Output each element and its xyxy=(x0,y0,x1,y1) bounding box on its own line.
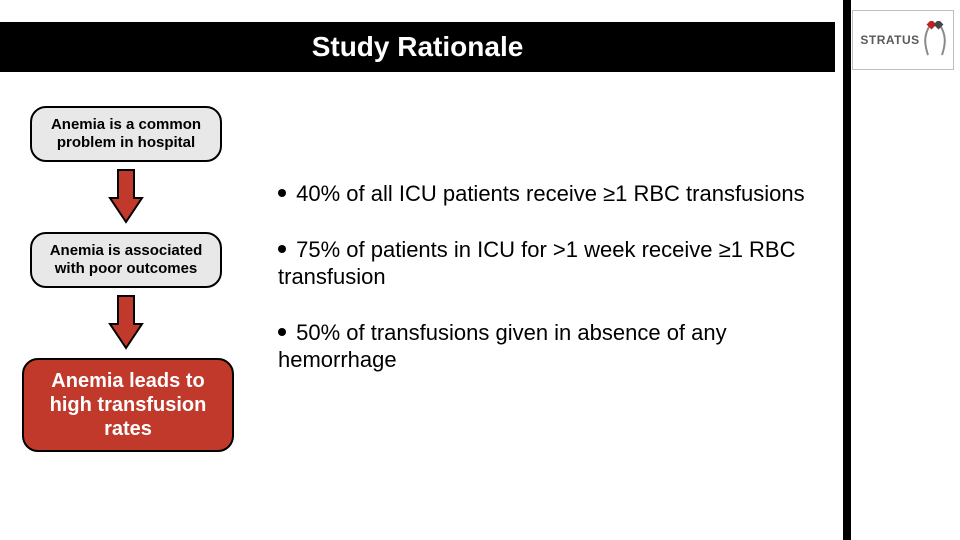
flow-node-label: Anemia is a common problem in hospital xyxy=(42,116,210,152)
bullet-item: 40% of all ICU patients receive ≥1 RBC t… xyxy=(278,180,828,208)
right-vertical-stripe xyxy=(843,0,851,540)
logo-mark-icon xyxy=(924,21,946,59)
bullet-dot-icon xyxy=(278,245,286,253)
flow-node-anemia-transfusion: Anemia leads to high transfusion rates xyxy=(22,358,234,452)
bullet-list: 40% of all ICU patients receive ≥1 RBC t… xyxy=(278,180,828,402)
logo-box: STRATUS xyxy=(852,10,954,70)
slide-title: Study Rationale xyxy=(312,31,524,63)
slide: Study Rationale STRATUS Anemia is a comm… xyxy=(0,0,960,540)
bullet-item: 75% of patients in ICU for >1 week recei… xyxy=(278,236,828,291)
flow-arrow-1 xyxy=(108,168,144,224)
bullet-text: 40% of all ICU patients receive ≥1 RBC t… xyxy=(296,181,805,206)
logo-text: STRATUS xyxy=(860,33,919,47)
flow-node-anemia-common: Anemia is a common problem in hospital xyxy=(30,106,222,162)
bullet-text: 75% of patients in ICU for >1 week recei… xyxy=(278,237,796,290)
bullet-dot-icon xyxy=(278,328,286,336)
flow-node-label: Anemia is associated with poor outcomes xyxy=(42,242,210,278)
flow-arrow-2 xyxy=(108,294,144,350)
stratus-logo: STRATUS xyxy=(860,21,945,59)
flow-node-anemia-outcomes: Anemia is associated with poor outcomes xyxy=(30,232,222,288)
bullet-text: 50% of transfusions given in absence of … xyxy=(278,320,727,373)
bullet-item: 50% of transfusions given in absence of … xyxy=(278,319,828,374)
title-bar: Study Rationale xyxy=(0,22,835,72)
bullet-dot-icon xyxy=(278,189,286,197)
flow-node-label: Anemia leads to high transfusion rates xyxy=(34,369,222,441)
